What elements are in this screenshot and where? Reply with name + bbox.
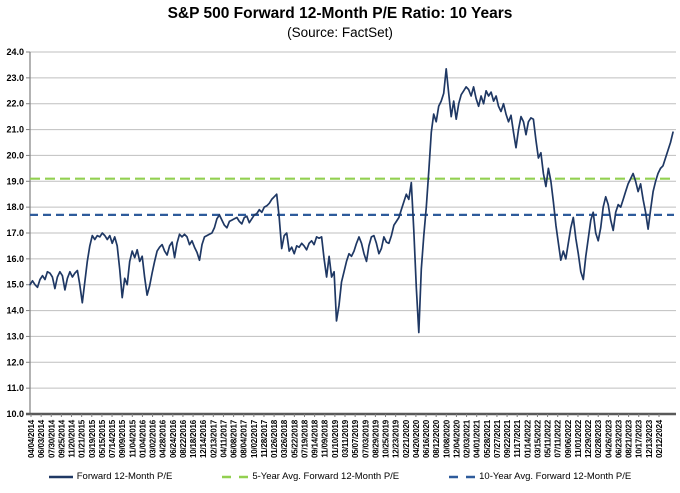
svg-text:08/12/2020: 08/12/2020 [432, 419, 441, 458]
chart-subtitle: (Source: FactSet) [287, 25, 393, 40]
svg-text:12/29/2022: 12/29/2022 [584, 419, 593, 458]
svg-text:08/04/2017: 08/04/2017 [240, 419, 249, 458]
svg-text:01/21/2015: 01/21/2015 [78, 419, 87, 458]
svg-text:11.0: 11.0 [7, 383, 24, 393]
svg-text:03/26/2018: 03/26/2018 [280, 419, 289, 458]
svg-text:10/25/2019: 10/25/2019 [382, 419, 391, 458]
svg-text:07/27/2021: 07/27/2021 [493, 419, 502, 458]
svg-text:03/19/2015: 03/19/2015 [88, 419, 97, 458]
legend-label-forward-pe: Forward 12-Month P/E [76, 471, 173, 482]
svg-text:12/14/2016: 12/14/2016 [199, 419, 208, 458]
svg-text:09/25/2014: 09/25/2014 [57, 419, 66, 458]
svg-text:02/28/2023: 02/28/2023 [594, 419, 603, 458]
svg-text:11/01/2022: 11/01/2022 [574, 419, 583, 457]
svg-text:09/09/2015: 09/09/2015 [118, 419, 127, 458]
svg-text:06/08/2017: 06/08/2017 [230, 419, 239, 458]
legend-item-5yr-avg: 5-Year Avg. Forward 12-Month P/E [222, 471, 399, 482]
svg-text:14.0: 14.0 [6, 306, 24, 316]
svg-text:07/14/2015: 07/14/2015 [108, 419, 117, 458]
svg-text:08/22/2016: 08/22/2016 [179, 419, 188, 458]
svg-text:03/02/2016: 03/02/2016 [149, 419, 158, 458]
svg-text:05/22/2018: 05/22/2018 [290, 419, 299, 458]
svg-text:05/07/2019: 05/07/2019 [351, 419, 360, 458]
svg-text:04/11/2017: 04/11/2017 [219, 419, 228, 457]
svg-text:10/18/2016: 10/18/2016 [189, 419, 198, 458]
svg-text:21.0: 21.0 [6, 125, 24, 135]
svg-text:04/04/2014: 04/04/2014 [27, 419, 36, 458]
legend-label-10yr-avg: 10-Year Avg. Forward 12-Month P/E [479, 471, 632, 482]
svg-text:02/03/2021: 02/03/2021 [463, 419, 472, 458]
svg-text:04/28/2016: 04/28/2016 [159, 419, 168, 458]
svg-text:11/28/2017: 11/28/2017 [260, 419, 269, 457]
svg-text:09/22/2021: 09/22/2021 [503, 419, 512, 458]
svg-text:04/01/2021: 04/01/2021 [473, 419, 482, 458]
legend-marker-blue-dashed-line-icon [449, 475, 476, 478]
svg-text:17.0: 17.0 [6, 228, 24, 238]
svg-text:06/03/2014: 06/03/2014 [37, 419, 46, 458]
svg-text:11/20/2014: 11/20/2014 [68, 419, 77, 457]
svg-text:06/16/2020: 06/16/2020 [422, 419, 431, 458]
svg-text:15.0: 15.0 [6, 280, 24, 290]
svg-text:18.0: 18.0 [6, 202, 24, 212]
svg-text:05/28/2021: 05/28/2021 [483, 419, 492, 458]
legend-marker-green-dashed-line-icon [222, 475, 249, 478]
svg-text:08/21/2023: 08/21/2023 [625, 419, 634, 458]
svg-text:10.0: 10.0 [6, 409, 24, 419]
svg-text:05/11/2022: 05/11/2022 [544, 419, 553, 457]
svg-text:10/02/2017: 10/02/2017 [250, 419, 259, 458]
svg-text:01/26/2018: 01/26/2018 [270, 419, 279, 458]
svg-text:01/14/2022: 01/14/2022 [523, 419, 532, 458]
svg-text:22.0: 22.0 [6, 99, 24, 109]
svg-text:13.0: 13.0 [6, 331, 24, 341]
svg-text:12.0: 12.0 [6, 357, 24, 367]
legend-item-10yr-avg: 10-Year Avg. Forward 12-Month P/E [449, 471, 631, 482]
svg-text:08/29/2019: 08/29/2019 [371, 419, 380, 458]
svg-text:11/04/2015: 11/04/2015 [128, 419, 137, 457]
svg-text:07/19/2018: 07/19/2018 [300, 419, 309, 458]
svg-text:04/20/2020: 04/20/2020 [412, 419, 421, 458]
svg-text:09/14/2018: 09/14/2018 [311, 419, 320, 458]
svg-text:12/04/2020: 12/04/2020 [452, 419, 461, 458]
svg-text:16.0: 16.0 [6, 254, 24, 264]
svg-text:20.0: 20.0 [6, 150, 24, 160]
svg-text:12/13/2023: 12/13/2023 [645, 419, 654, 458]
svg-text:03/15/2022: 03/15/2022 [533, 419, 542, 458]
svg-text:02/13/2017: 02/13/2017 [209, 419, 218, 458]
svg-text:10/08/2020: 10/08/2020 [442, 419, 451, 458]
svg-text:19.0: 19.0 [6, 176, 24, 186]
legend-item-forward-pe: Forward 12-Month P/E [48, 471, 173, 482]
legend-marker-solid-line-icon [48, 475, 73, 478]
svg-text:12/23/2019: 12/23/2019 [392, 419, 401, 458]
svg-text:03/11/2019: 03/11/2019 [341, 419, 350, 457]
legend-label-5yr-avg: 5-Year Avg. Forward 12-Month P/E [252, 471, 400, 482]
svg-text:09/06/2022: 09/06/2022 [564, 419, 573, 458]
svg-text:11/17/2021: 11/17/2021 [513, 419, 522, 457]
svg-text:01/10/2019: 01/10/2019 [331, 419, 340, 458]
svg-text:02/12/2024: 02/12/2024 [655, 419, 664, 458]
legend: Forward 12-Month P/E 5-Year Avg. Forward… [0, 471, 680, 482]
chart-title: S&P 500 Forward 12-Month P/E Ratio: 10 Y… [167, 5, 513, 22]
svg-text:01/04/2016: 01/04/2016 [138, 419, 147, 458]
svg-text:06/23/2023: 06/23/2023 [614, 419, 623, 458]
svg-text:24.0: 24.0 [6, 47, 24, 57]
svg-text:07/11/2022: 07/11/2022 [554, 419, 563, 457]
svg-text:05/15/2015: 05/15/2015 [98, 419, 107, 458]
svg-text:10/17/2023: 10/17/2023 [635, 419, 644, 458]
svg-text:02/21/2020: 02/21/2020 [402, 419, 411, 458]
svg-text:07/30/2014: 07/30/2014 [47, 419, 56, 458]
svg-text:06/24/2016: 06/24/2016 [169, 419, 178, 458]
svg-text:04/26/2023: 04/26/2023 [604, 419, 613, 458]
svg-text:11/09/2018: 11/09/2018 [321, 419, 330, 457]
svg-text:23.0: 23.0 [6, 73, 24, 83]
svg-text:07/03/2019: 07/03/2019 [361, 419, 370, 458]
